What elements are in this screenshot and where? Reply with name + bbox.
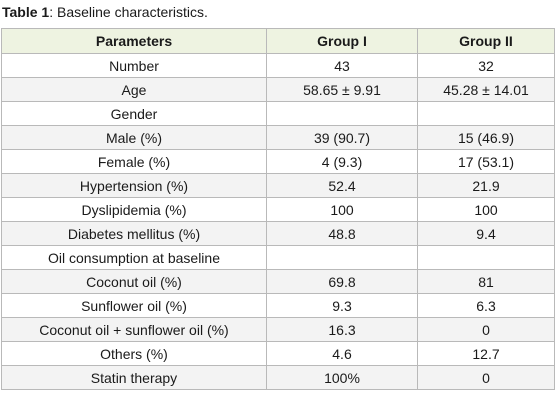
- table-row: Gender: [1, 101, 555, 126]
- table-row: Others (%) 4.6 12.7: [1, 341, 555, 366]
- cell-group-ii: 17 (53.1): [417, 149, 555, 174]
- cell-group-ii: [417, 101, 555, 126]
- table-row: Sunflower oil (%) 9.3 6.3: [1, 293, 555, 318]
- cell-parameter: Oil consumption at baseline: [1, 245, 267, 270]
- cell-group-i: 100%: [266, 365, 418, 390]
- table-row: Coconut oil (%) 69.8 81: [1, 269, 555, 294]
- header-row: Parameters Group I Group II: [1, 28, 555, 54]
- cell-group-i: 58.65 ± 9.91: [266, 77, 418, 102]
- header-group-ii: Group II: [417, 28, 555, 54]
- cell-parameter: Coconut oil + sunflower oil (%): [1, 317, 267, 342]
- cell-group-i: [266, 101, 418, 126]
- cell-group-i: 52.4: [266, 173, 418, 198]
- cell-group-ii: 12.7: [417, 341, 555, 366]
- table-row: Female (%) 4 (9.3) 17 (53.1): [1, 149, 555, 174]
- cell-parameter: Gender: [1, 101, 267, 126]
- cell-group-i: 9.3: [266, 293, 418, 318]
- cell-parameter: Others (%): [1, 341, 267, 366]
- table-row: Coconut oil + sunflower oil (%) 16.3 0: [1, 317, 555, 342]
- table-row: Age 58.65 ± 9.91 45.28 ± 14.01: [1, 77, 555, 102]
- cell-group-ii: 100: [417, 197, 555, 222]
- cell-group-ii: 21.9: [417, 173, 555, 198]
- cell-parameter: Dyslipidemia (%): [1, 197, 267, 222]
- cell-group-i: 39 (90.7): [266, 125, 418, 150]
- cell-parameter: Number: [1, 53, 267, 78]
- table-row: Dyslipidemia (%) 100 100: [1, 197, 555, 222]
- cell-group-i: 4 (9.3): [266, 149, 418, 174]
- table-header: Parameters Group I Group II: [1, 28, 555, 54]
- cell-group-ii: 45.28 ± 14.01: [417, 77, 555, 102]
- table-row: Diabetes mellitus (%) 48.8 9.4: [1, 221, 555, 246]
- table-caption-text: : Baseline characteristics.: [49, 4, 208, 20]
- cell-parameter: Statin therapy: [1, 365, 267, 390]
- baseline-characteristics-table: Parameters Group I Group II Number 43 32…: [1, 28, 555, 390]
- cell-parameter: Male (%): [1, 125, 267, 150]
- cell-group-ii: 81: [417, 269, 555, 294]
- table-row: Male (%) 39 (90.7) 15 (46.9): [1, 125, 555, 150]
- cell-group-i: 69.8: [266, 269, 418, 294]
- table-row: Number 43 32: [1, 53, 555, 78]
- cell-group-i: 48.8: [266, 221, 418, 246]
- cell-group-i: 100: [266, 197, 418, 222]
- cell-group-ii: 15 (46.9): [417, 125, 555, 150]
- cell-parameter: Age: [1, 77, 267, 102]
- cell-group-ii: 6.3: [417, 293, 555, 318]
- table-row: Oil consumption at baseline: [1, 245, 555, 270]
- cell-group-ii: 32: [417, 53, 555, 78]
- cell-parameter: Sunflower oil (%): [1, 293, 267, 318]
- cell-parameter: Female (%): [1, 149, 267, 174]
- table-caption-label: Table 1: [2, 4, 50, 20]
- table-caption: Table 1: Baseline characteristics.: [2, 3, 208, 21]
- table-body: Number 43 32 Age 58.65 ± 9.91 45.28 ± 14…: [1, 53, 555, 390]
- cell-group-i: 16.3: [266, 317, 418, 342]
- cell-parameter: Diabetes mellitus (%): [1, 221, 267, 246]
- cell-group-i: [266, 245, 418, 270]
- table-row: Hypertension (%) 52.4 21.9: [1, 173, 555, 198]
- cell-parameter: Coconut oil (%): [1, 269, 267, 294]
- cell-group-ii: 0: [417, 365, 555, 390]
- cell-group-ii: 0: [417, 317, 555, 342]
- cell-group-i: 4.6: [266, 341, 418, 366]
- header-parameters: Parameters: [1, 28, 267, 54]
- header-group-i: Group I: [266, 28, 418, 54]
- table-row: Statin therapy 100% 0: [1, 365, 555, 390]
- cell-group-ii: [417, 245, 555, 270]
- cell-parameter: Hypertension (%): [1, 173, 267, 198]
- cell-group-i: 43: [266, 53, 418, 78]
- cell-group-ii: 9.4: [417, 221, 555, 246]
